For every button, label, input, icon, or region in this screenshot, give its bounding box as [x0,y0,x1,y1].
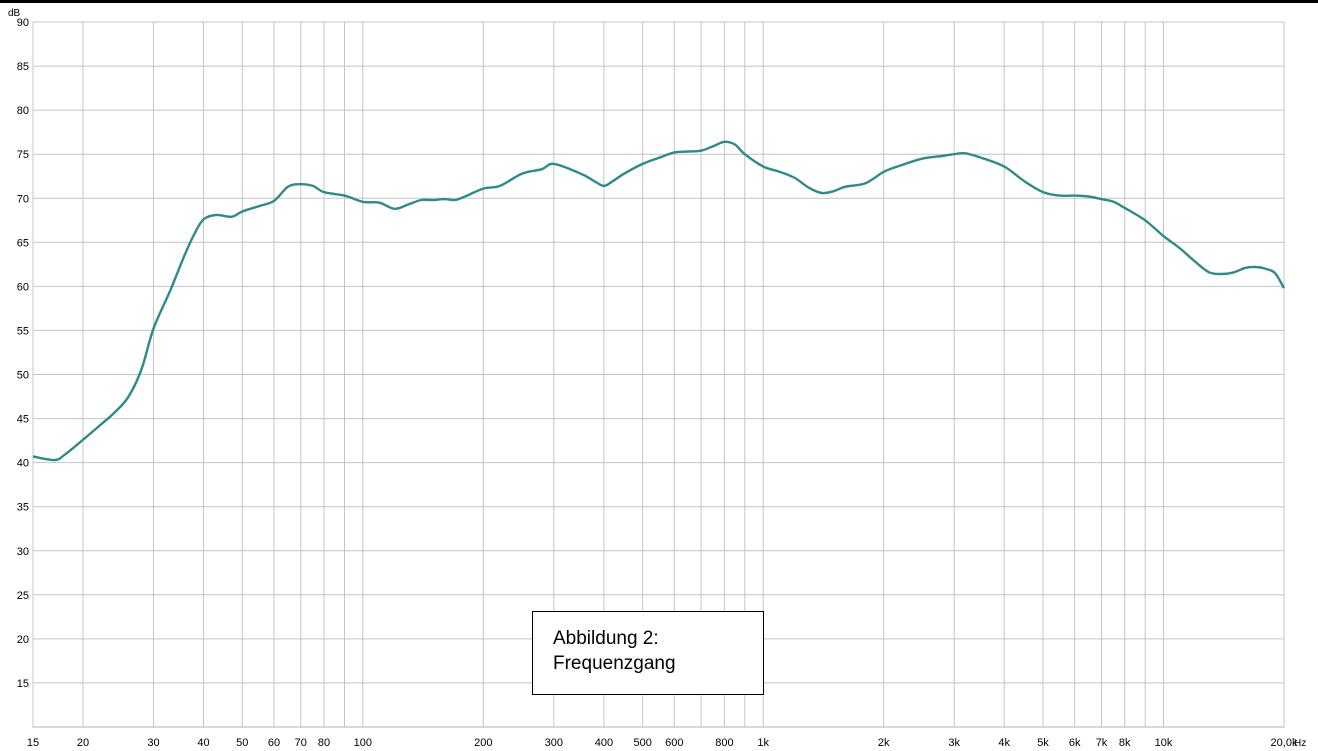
caption-line-1: Abbildung 2: [553,628,659,649]
x-tick-label: 1k [757,737,769,749]
y-tick-label: 30 [17,546,29,558]
series-group [32,140,1286,462]
x-tick-label: 6k [1069,737,1081,749]
x-tick-label: 60 [268,737,280,749]
y-tick-label: 85 [17,61,29,73]
y-tick-label: 70 [17,193,29,205]
x-tick-label: 30 [147,737,159,749]
x-tick-label: 8k [1119,737,1131,749]
x-tick-label: 20,0k [1271,737,1298,749]
y-tick-label: 35 [17,502,29,514]
y-tick-label: 65 [17,237,29,249]
frequency-response-line [32,140,1286,462]
x-tick-label: 40 [197,737,209,749]
x-tick-label: 300 [545,737,563,749]
x-tick-label: 200 [474,737,492,749]
y-tick-label: 55 [17,325,29,337]
y-unit-label: dB [8,8,21,19]
x-tick-label: 15 [27,737,39,749]
x-tick-label: 600 [665,737,683,749]
x-tick-label: 70 [295,737,307,749]
y-tick-label: 60 [17,281,29,293]
x-tick-label: 5k [1037,737,1049,749]
x-tick-label: 2k [878,737,890,749]
y-tick-label: 90 [17,17,29,29]
y-tick-label: 15 [17,678,29,690]
x-tick-label: 80 [318,737,330,749]
y-tick-label: 45 [17,414,29,426]
y-tick-label: 75 [17,149,29,161]
y-tick-label: 20 [17,634,29,646]
x-tick-label: 50 [236,737,248,749]
caption-line-2: Frequenzgang [553,653,676,674]
x-tick-label: 400 [595,737,613,749]
x-tick-label: 3k [948,737,960,749]
x-tick-label: 800 [715,737,733,749]
x-tick-label: 7k [1096,737,1108,749]
caption-box: Abbildung 2: Frequenzgang [532,611,764,695]
x-tick-label: 10k [1155,737,1173,749]
x-tick-labels: 15 20 30 40 50 60 70 80 100 200 300 400 500 600 800 1k 2… [27,737,1298,749]
x-tick-label: 100 [354,737,372,749]
top-border-line [0,0,1318,3]
x-unit-label: Hz [1294,738,1306,749]
x-tick-label: 4k [998,737,1010,749]
y-tick-label: 25 [17,590,29,602]
x-tick-label: 20 [77,737,89,749]
y-tick-label: 80 [17,105,29,117]
y-tick-label: 50 [17,370,29,382]
y-tick-labels: 15 20 25 30 35 40 45 50 55 60 65 70 75 80 85 90 [17,17,29,690]
y-tick-label: 40 [17,458,29,470]
y-gridlines [33,21,1284,684]
x-tick-label: 500 [634,737,652,749]
